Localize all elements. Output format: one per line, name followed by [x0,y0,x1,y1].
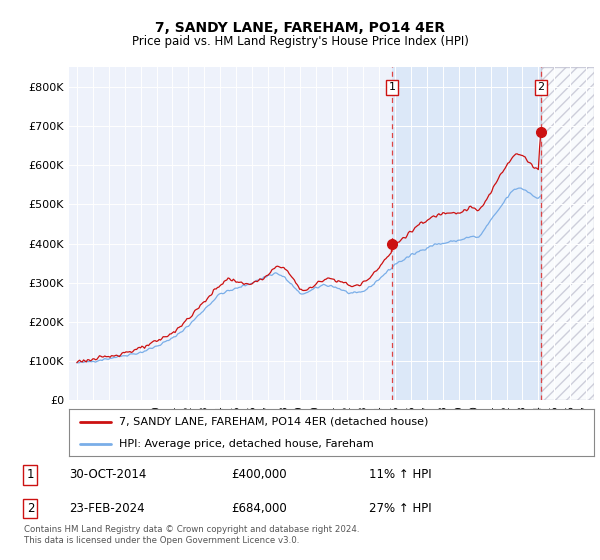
Text: 2: 2 [26,502,34,515]
Bar [392,67,541,400]
Text: 2: 2 [537,82,544,92]
Bar [541,67,594,400]
Text: 7, SANDY LANE, FAREHAM, PO14 4ER (detached house): 7, SANDY LANE, FAREHAM, PO14 4ER (detach… [119,417,428,427]
Text: 1: 1 [389,82,396,92]
Bar [541,67,594,400]
Text: 30-OCT-2014: 30-OCT-2014 [70,468,147,481]
Text: 11% ↑ HPI: 11% ↑ HPI [369,468,432,481]
Text: £400,000: £400,000 [231,468,287,481]
Text: 27% ↑ HPI: 27% ↑ HPI [369,502,432,515]
Text: HPI: Average price, detached house, Fareham: HPI: Average price, detached house, Fare… [119,438,374,449]
Text: Price paid vs. HM Land Registry's House Price Index (HPI): Price paid vs. HM Land Registry's House … [131,35,469,48]
Text: 1: 1 [26,468,34,481]
Text: Contains HM Land Registry data © Crown copyright and database right 2024.
This d: Contains HM Land Registry data © Crown c… [24,525,359,545]
Text: £684,000: £684,000 [231,502,287,515]
Text: 23-FEB-2024: 23-FEB-2024 [70,502,145,515]
Text: 7, SANDY LANE, FAREHAM, PO14 4ER: 7, SANDY LANE, FAREHAM, PO14 4ER [155,21,445,35]
